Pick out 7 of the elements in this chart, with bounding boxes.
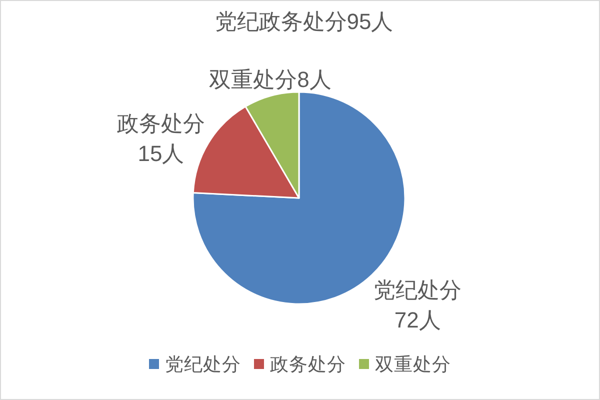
data-label: 政务处分 15人 [116, 110, 205, 166]
legend-label: 政务处分 [270, 354, 346, 375]
title: 党纪政务处分95人 [214, 9, 394, 34]
data-label: 党纪处分 72人 [374, 278, 462, 333]
data-label: 双重处分8人 [209, 66, 332, 92]
legend-label: 党纪处分 [165, 354, 241, 375]
legend-label: 双重处分 [375, 354, 451, 375]
